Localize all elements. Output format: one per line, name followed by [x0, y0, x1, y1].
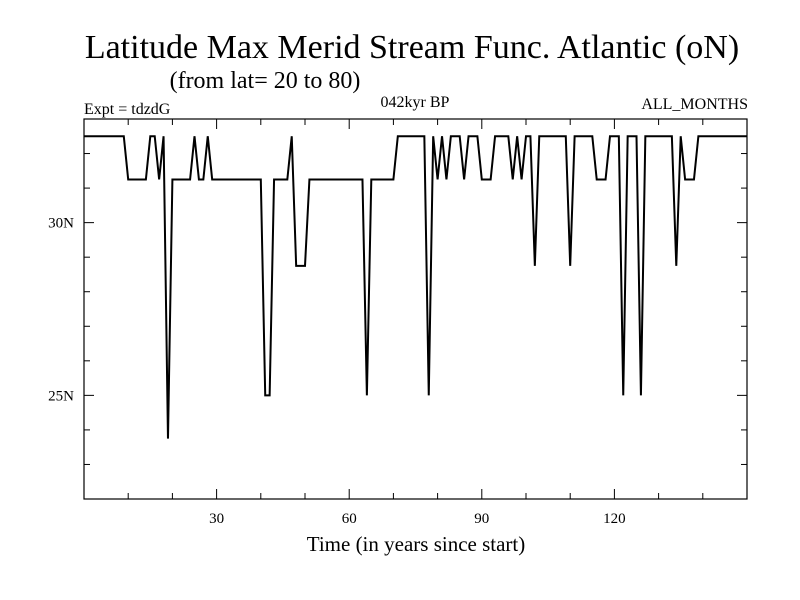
x-tick-labels: 30 60 90 120: [209, 511, 626, 527]
series-line: [84, 135, 747, 439]
x-axis-ticks: [127, 119, 704, 499]
x-tick-label: 30: [209, 511, 224, 527]
y-tick-labels: 25N 30N: [48, 216, 74, 405]
months-label: ALL_MONTHS: [641, 96, 748, 113]
chart-subtitle: (from lat= 20 to 80): [170, 68, 361, 94]
x-axis-label: Time (in years since start): [307, 532, 526, 556]
x-tick-label: 90: [474, 511, 489, 527]
y-axis-ticks: [84, 118, 747, 500]
y-tick-label: 30N: [48, 216, 74, 232]
x-tick-label: 120: [603, 511, 626, 527]
chart-title: Latitude Max Merid Stream Func. Atlantic…: [85, 29, 739, 66]
x-tick-label: 60: [342, 511, 357, 527]
period-label: 042kyr BP: [381, 94, 450, 111]
plot-frame: [83, 118, 748, 500]
experiment-label: Expt = tdzdG: [84, 101, 171, 118]
y-tick-label: 25N: [48, 388, 74, 404]
